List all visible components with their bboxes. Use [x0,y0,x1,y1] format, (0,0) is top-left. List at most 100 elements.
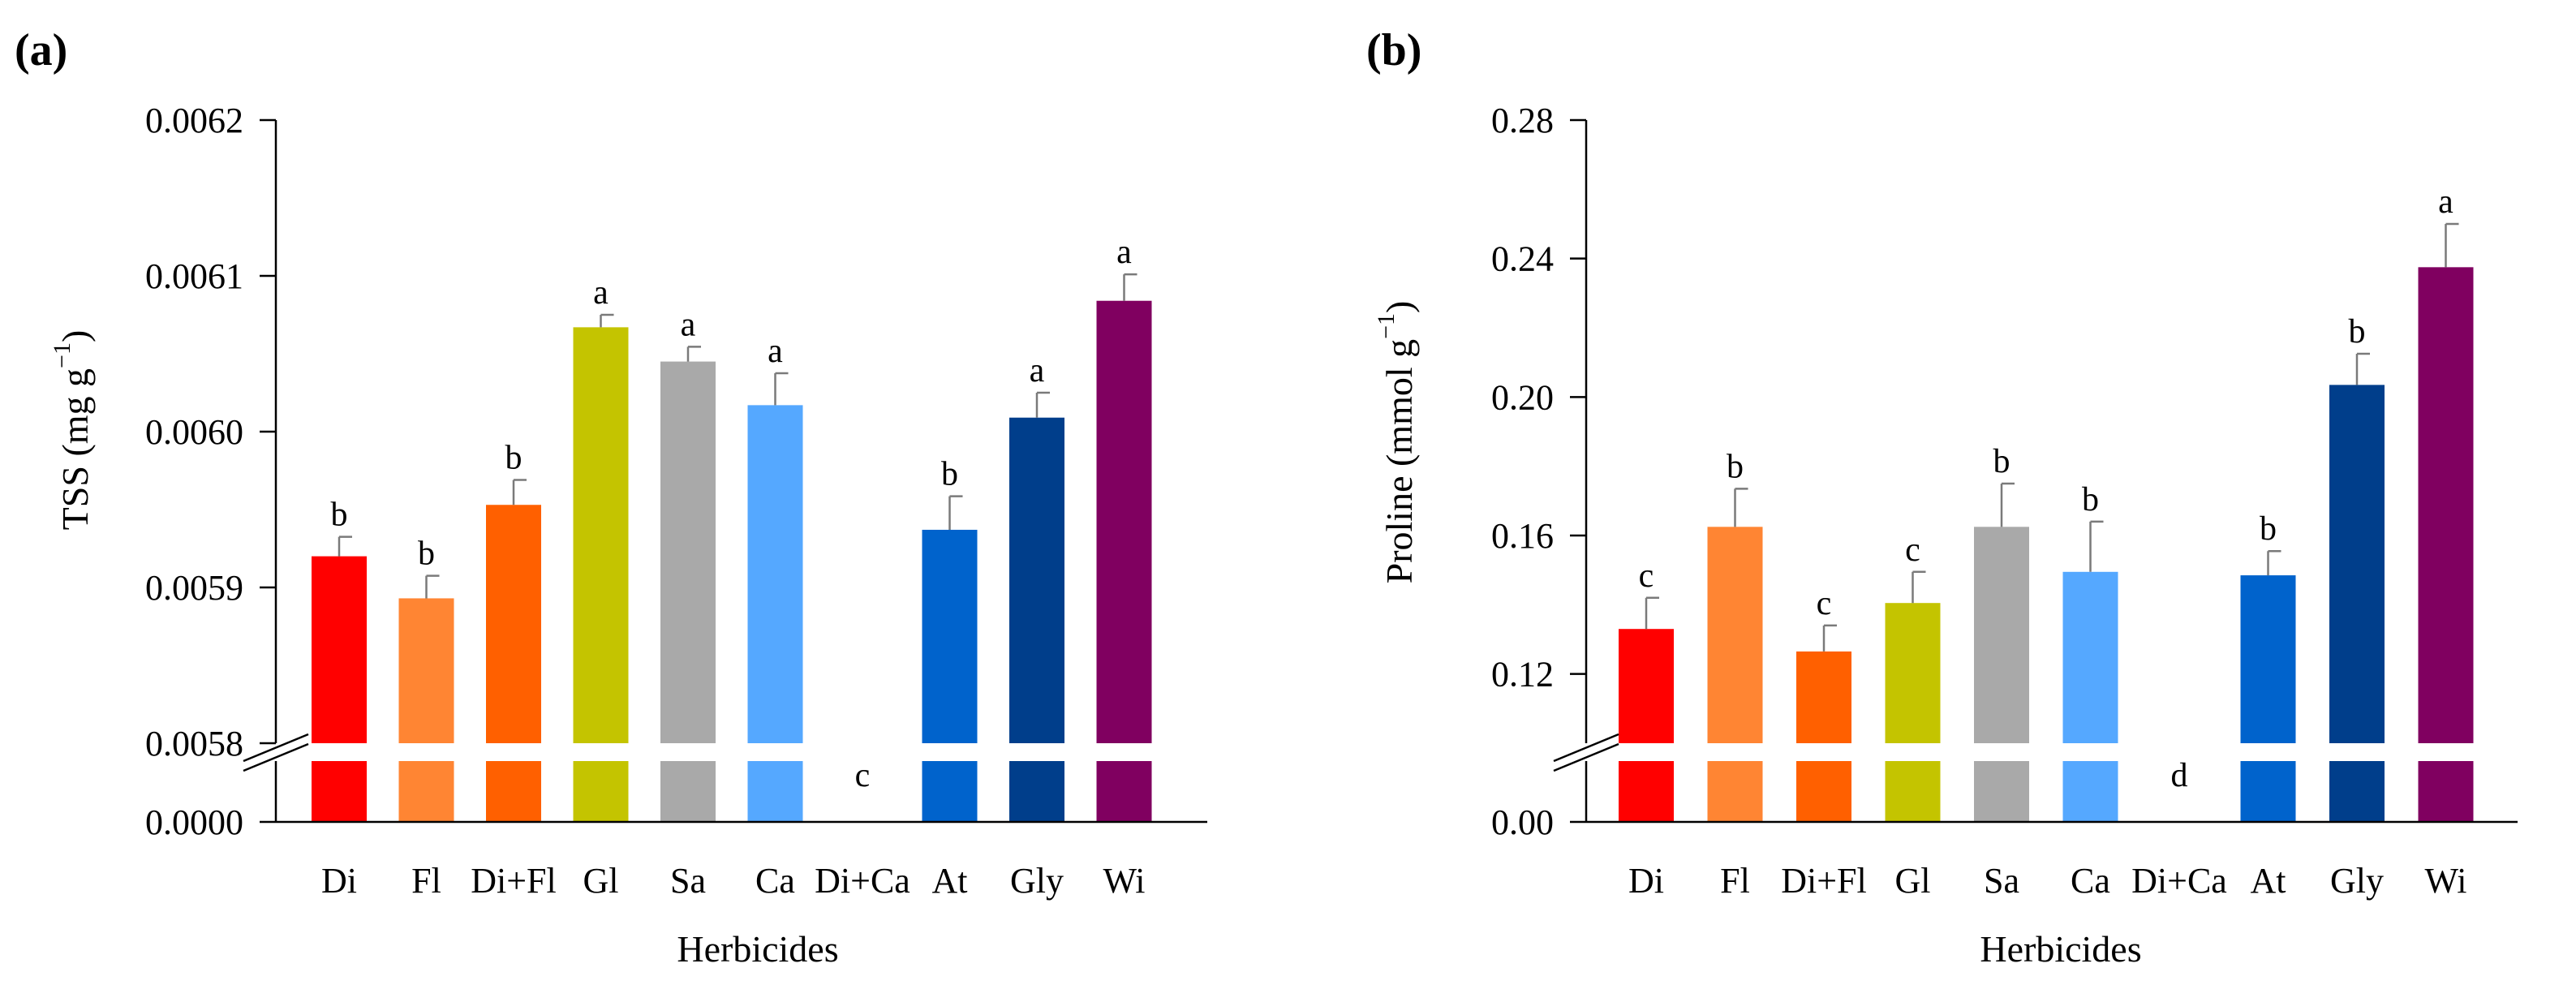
panel-a-y-title-close: ) [54,330,96,342]
panel-a-x-tick-At: At [932,861,968,901]
panel-b-errorbar-Ca [2089,520,2104,572]
panel-a-x-axis-title: Herbicides [677,928,838,970]
panel-a-bar-Di+Fl [486,505,541,822]
panel-b-x-tick-Gly: Gly [2330,861,2384,901]
panel-a-y-tick-label-2: 0.0059 [145,568,243,608]
panel-a-errorbar-Di+Fl [512,479,527,505]
panel-b-y-tick-label-5: 0.28 [1491,101,1554,140]
panel-b-bars [1619,267,2474,822]
panel-b-label: (b) [1366,25,1421,75]
panel-a-bar-Fl [398,598,454,822]
panel-a-x-tick-Fl: Fl [411,861,441,901]
panel-a-significance-Gl: a [593,274,609,312]
panel-a-y-tick-label-3: 0.0060 [145,412,243,452]
panel-a-bar-Wi [1096,300,1152,823]
panel-a-y-tick-label-1: 0.0058 [145,724,243,763]
panel-b-errorbar-Di+Fl [1822,624,1837,652]
panel-a-x-tick-Ca: Ca [755,861,795,901]
panel-a-errorbar-Sa [686,346,701,362]
panel-b-x-tick-Di+Fl: Di+Fl [1781,861,1867,901]
panel-b-x-tick-Wi: Wi [2425,861,2467,901]
panel-a-y-tick-labels: 0.0000 0.0058 0.0059 0.0060 0.0061 0.0062 [145,101,243,842]
panel-b-significance-Di: c [1639,557,1654,595]
panel-a-errorbar-Wi [1123,273,1137,301]
panel-b-y-tick-label-3: 0.20 [1491,377,1554,417]
panel-b-bar-Sa [1974,527,2029,822]
panel-a-bar-At [922,529,978,822]
panel-a-label: (a) [15,25,67,75]
panel-b-x-tick-Di+Ca: Di+Ca [2131,861,2227,901]
panel-a-errorbar-Gly [1035,391,1050,418]
panel-a-axis-break-mark-top [243,733,309,763]
panel-a-x-tick-labels: Di Fl Di+Fl Gl Sa Ca Di+Ca At Gly Wi [321,861,1146,901]
panel-a-x-tick-Wi: Wi [1103,861,1146,901]
panel-b-errorbar-Gl [1912,570,1926,604]
panel-b-x-tick-Sa: Sa [1984,861,2019,901]
panel-a-y-tick-label-0: 0.0000 [145,802,243,842]
panel-b-y-tick-labels: 0.00 0.12 0.16 0.20 0.24 0.28 [1491,101,1554,842]
panel-a-x-tick-Di: Di [321,861,357,901]
panel-a-x-tick-Di+Ca: Di+Ca [815,861,910,901]
panel-b-x-axis-title: Herbicides [1980,928,2141,970]
panel-b-break-band [1588,743,2513,761]
panel-b-bar-Ca [2062,571,2118,822]
panel-a-significance-Di+Ca: c [855,757,871,794]
panel-b-x-tick-Fl: Fl [1720,861,1750,901]
panel-a-bar-Gl [573,327,629,822]
panel-a-y-title-main: TSS (mg g [54,368,96,530]
panel-a-errorbar-Fl [425,574,440,599]
panel-b-y-title-close: ) [1378,301,1420,313]
panel-b-y-title-exp: −1 [1373,313,1400,339]
panel-b-y-axis-title: Proline (mmol g−1) [1373,301,1420,584]
panel-b-axis-break-band [1588,743,2513,761]
panel-a-errorbars [338,273,1137,599]
panel-b-bar-At [2240,575,2296,822]
panel-b-significance-labels: c b c c b b d b b a [1639,183,2454,794]
panel-b-bar-Di+Fl [1796,651,1851,822]
panel-b-y-title-main: Proline (mmol g [1378,339,1420,584]
panel-a-errorbar-At [948,495,963,530]
panel-b-errorbar-Di [1645,596,1659,630]
panel-b-significance-Sa: b [1993,443,2010,480]
panel-a-y-tick-label-4: 0.0061 [145,256,243,296]
panel-a-significance-labels: b b b a a a c b a a [331,234,1133,794]
panel-a-errorbar-Gl [600,313,614,328]
panel-a-significance-Fl: b [418,536,435,573]
panel-b-x-tick-Ca: Ca [2071,861,2110,901]
panel-a-break-band [277,743,1202,761]
panel-a-x-tick-Gly: Gly [1010,861,1064,901]
panel-a-significance-At: b [941,456,958,493]
panel-b-y-tick-label-2: 0.16 [1491,516,1554,556]
panel-a-significance-Di+Fl: b [505,440,523,477]
panel-b-axis-break-mark-bottom [1553,742,1619,772]
panel-b-y-tick-label-4: 0.24 [1491,239,1554,279]
panel-a-y-axis-title: TSS (mg g−1) [49,330,96,531]
panel-b-bar-Di [1619,629,1674,822]
panel-b-errorbar-At [2267,549,2281,576]
panel-a-significance-Sa: a [681,306,696,343]
panel-b-x-tick-Gl: Gl [1895,861,1931,901]
panel-b-significance-Di+Fl: c [1817,585,1832,622]
panel-a-significance-Wi: a [1116,234,1132,271]
panel-a-significance-Di: b [331,497,348,534]
panel-b-errorbar-Fl [1734,488,1748,527]
panel-b-errorbars [1645,222,2459,652]
panel-a-axis-break-mark-bottom [243,742,309,772]
panel-b-bar-Wi [2418,267,2474,822]
panel-a-errorbar-Di [338,536,352,557]
panel-a-y-ticks [260,118,276,824]
panel-b-significance-Ca: b [2082,481,2099,518]
panel-b-bar-Fl [1707,527,1763,822]
panel-b-significance-At: b [2260,510,2277,548]
panel-b-bar-Gl [1885,603,1941,822]
panel-b-significance-Wi: a [2438,183,2453,221]
panel-a-x-tick-Gl: Gl [583,861,619,901]
panel-b-errorbar-Sa [2000,482,2015,527]
panel-b-x-tick-labels: Di Fl Di+Fl Gl Sa Ca Di+Ca At Gly Wi [1628,861,2467,901]
panel-a-y-tick-label-5: 0.0062 [145,101,243,140]
panel-a-axis-break-band [277,743,1202,761]
panel-b-significance-Fl: b [1727,448,1744,485]
